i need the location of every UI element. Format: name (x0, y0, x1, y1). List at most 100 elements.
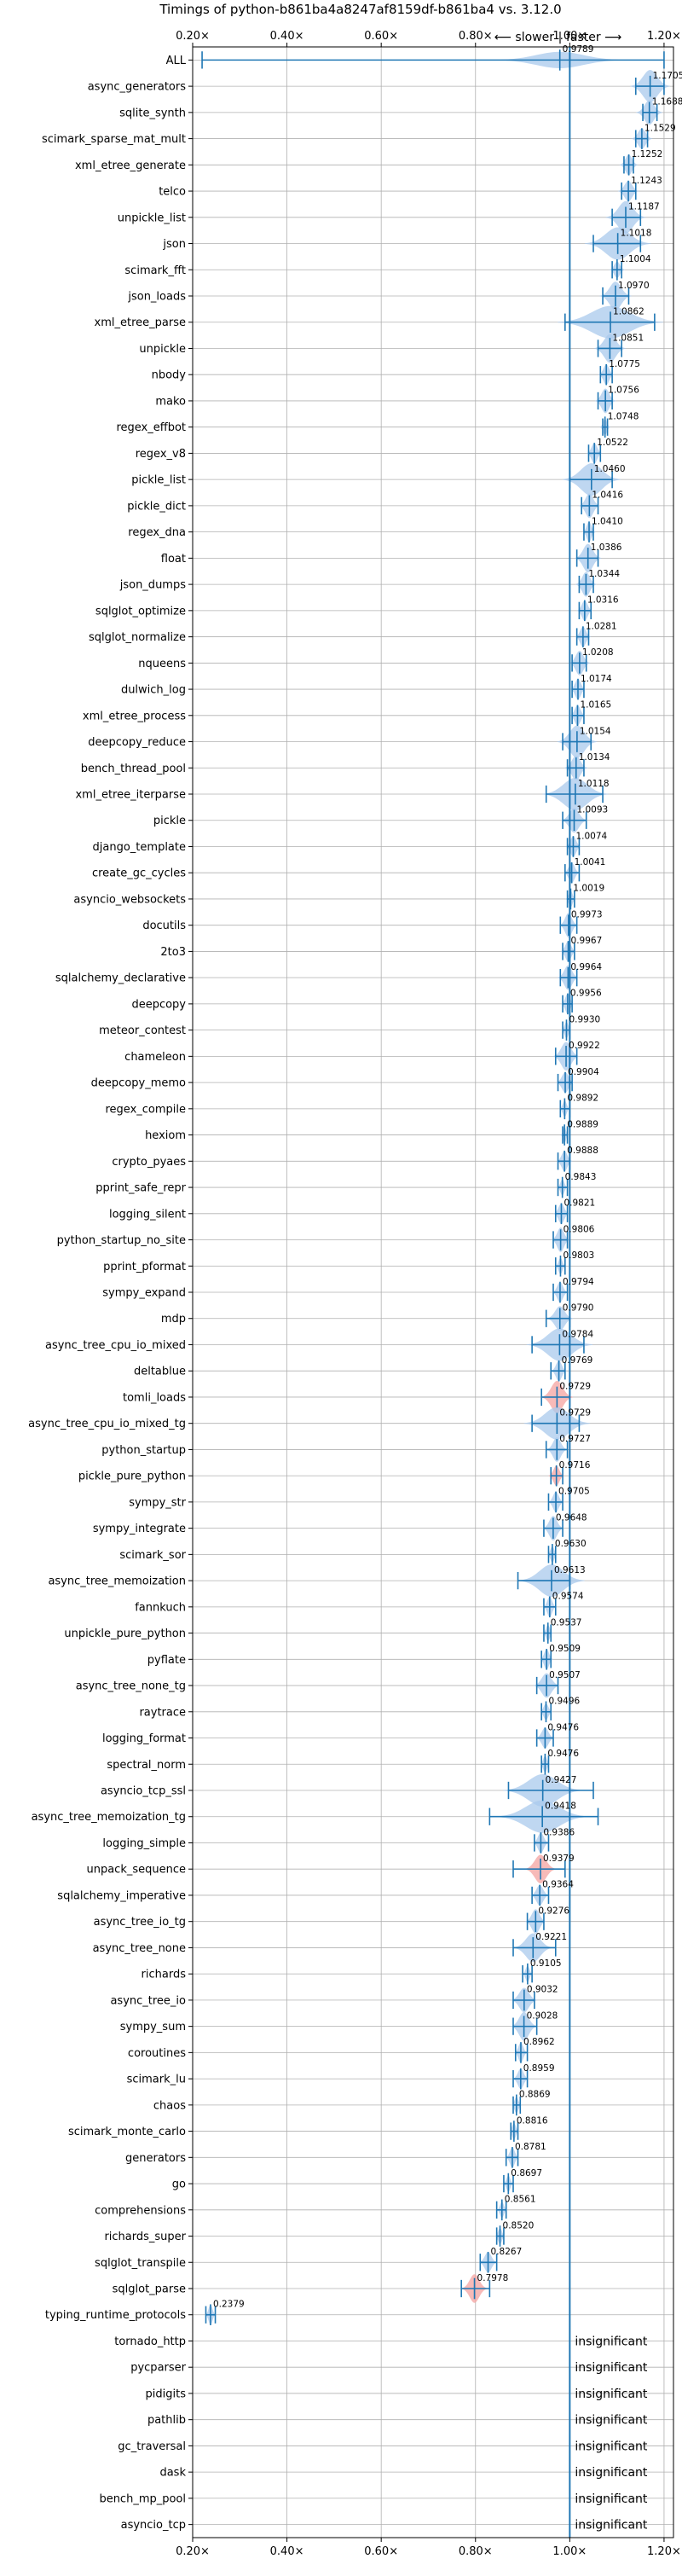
y-tick-label-asyncio_tcp: asyncio_tcp (121, 2519, 186, 2532)
y-tick-label-regex_compile: regex_compile (105, 1103, 186, 1116)
value-label-sqlalchemy_imperative: 0.9364 (542, 1880, 574, 1890)
y-tick-label-comprehensions: comprehensions (95, 2204, 186, 2217)
value-label-scimark_sparse_mat_mult: 1.1529 (644, 123, 676, 133)
y-tick-label-pickle_dict: pickle_dict (127, 500, 186, 513)
y-tick-label-ALL: ALL (166, 55, 187, 67)
value-label-sympy_sum: 0.9028 (527, 2010, 558, 2021)
value-label-pickle_dict: 1.0416 (592, 490, 623, 501)
value-label-meteor_contest: 0.9930 (569, 1014, 600, 1024)
y-tick-label-async_tree_memoization: async_tree_memoization (48, 1575, 186, 1588)
value-label-async_tree_memoization_tg: 0.9418 (545, 1801, 576, 1812)
value-label-async_tree_io: 0.9032 (527, 1985, 558, 1995)
y-tick-label-pickle: pickle (153, 815, 186, 827)
value-label-unpickle_pure_python: 0.9537 (551, 1617, 582, 1627)
value-label-xml_etree_generate: 1.1252 (632, 149, 663, 160)
y-tick-label-scimark_fft: scimark_fft (124, 264, 186, 277)
value-label-chameleon: 0.9922 (569, 1041, 600, 1051)
y-tick-label-raytrace: raytrace (139, 1706, 186, 1719)
y-tick-label-chaos: chaos (153, 2099, 186, 2112)
value-label-unpickle: 1.0851 (612, 333, 644, 343)
value-label-regex_v8: 1.0522 (597, 438, 628, 448)
value-label-mdp: 0.9790 (563, 1303, 594, 1314)
insignificant-label-gc_traversal: insignificant (575, 2440, 648, 2453)
value-label-chaos: 0.8869 (519, 2090, 551, 2100)
y-tick-label-deepcopy_memo: deepcopy_memo (91, 1077, 186, 1090)
y-tick-label-sqlite_synth: sqlite_synth (119, 107, 186, 119)
y-tick-label-deltablue: deltablue (134, 1366, 186, 1378)
direction-slower-label: ⟵ slower (494, 31, 554, 44)
value-label-scimark_sor: 0.9630 (555, 1539, 587, 1549)
value-label-regex_compile: 0.9892 (567, 1094, 598, 1104)
y-tick-label-async_generators: async_generators (88, 81, 187, 94)
y-tick-label-pprint_pformat: pprint_pformat (103, 1261, 186, 1273)
chart-title: Timings of python-b861ba4a8247af8159df-b… (159, 2, 561, 17)
grid-lines (192, 47, 673, 2538)
x-tick-label-top-3: 0.80× (459, 30, 493, 43)
y-tick-label-async_tree_memoization_tg: async_tree_memoization_tg (32, 1811, 186, 1824)
value-label-sqlalchemy_declarative: 0.9964 (570, 962, 602, 972)
value-label-deepcopy: 0.9956 (570, 989, 602, 999)
x-tick-label-top-1: 0.40× (270, 30, 304, 43)
value-label-logging_silent: 0.9821 (564, 1198, 595, 1209)
y-tick-label-create_gc_cycles: create_gc_cycles (92, 867, 186, 880)
y-tick-label-deepcopy_reduce: deepcopy_reduce (88, 736, 186, 749)
insignificant-label-pidigits: insignificant (575, 2387, 648, 2401)
insignificant-label-pycparser: insignificant (575, 2361, 648, 2375)
value-label-python_startup: 0.9727 (559, 1434, 591, 1444)
y-tick-label-sqlglot_optimize: sqlglot_optimize (95, 605, 186, 618)
value-label-float: 1.0386 (591, 542, 622, 553)
value-label-async_tree_cpu_io_mixed_tg: 0.9729 (559, 1407, 591, 1418)
value-label-sqlglot_normalize: 1.0281 (586, 621, 617, 631)
value-label-raytrace: 0.9496 (548, 1697, 580, 1707)
value-label-async_tree_none_tg: 0.9507 (549, 1670, 581, 1680)
y-tick-label-telco: telco (159, 186, 186, 199)
y-tick-label-sqlglot_transpile: sqlglot_transpile (95, 2257, 186, 2270)
y-tick-label-dulwich_log: dulwich_log (121, 684, 186, 697)
y-tick-label-scimark_lu: scimark_lu (127, 2074, 186, 2086)
y-tick-label-json: json (162, 238, 186, 251)
value-label-sqlglot_transpile: 0.8267 (491, 2247, 523, 2257)
value-label-richards: 0.9105 (530, 1958, 562, 1969)
y-tick-label-pycparser: pycparser (130, 2362, 186, 2375)
y-tick-label-async_tree_cpu_io_mixed_tg: async_tree_cpu_io_mixed_tg (28, 1418, 186, 1430)
insignificant-label-asyncio_tcp: insignificant (575, 2519, 648, 2532)
y-tick-label-unpickle_pure_python: unpickle_pure_python (64, 1627, 186, 1640)
value-labels: 0.9789 1.1705 1.1688 1.1529 1.1252 1.1243 1.11… (213, 44, 682, 2532)
y-tick-label-scimark_monte_carlo: scimark_monte_carlo (68, 2126, 186, 2138)
y-tick-label-unpack_sequence: unpack_sequence (86, 1864, 186, 1877)
value-label-pickle: 1.0093 (576, 805, 608, 815)
y-tick-label-sympy_expand: sympy_expand (102, 1287, 186, 1300)
y-tick-label-sqlalchemy_declarative: sqlalchemy_declarative (55, 972, 186, 985)
x-tick-label-bottom-0: 0.20× (176, 2545, 210, 2558)
value-label-deepcopy_reduce: 1.0154 (580, 726, 611, 736)
y-tick-label-xml_etree_iterparse: xml_etree_iterparse (75, 789, 186, 802)
y-tick-label-chameleon: chameleon (124, 1051, 186, 1064)
y-tick-label-meteor_contest: meteor_contest (99, 1024, 186, 1037)
value-label-xml_etree_iterparse: 1.0118 (578, 779, 610, 789)
y-tick-label-tornado_http: tornado_http (114, 2335, 186, 2348)
value-label-scimark_monte_carlo: 0.8816 (517, 2115, 548, 2126)
value-label-unpack_sequence: 0.9379 (543, 1854, 575, 1864)
y-tick-label-pyflate: pyflate (147, 1654, 186, 1667)
y-tick-label-pickle_list: pickle_list (131, 474, 186, 487)
violins (205, 51, 670, 2325)
y-tick-label-regex_dna: regex_dna (128, 526, 186, 539)
x-tick-label-bottom-3: 0.80× (459, 2545, 493, 2558)
y-tick-label-bench_thread_pool: bench_thread_pool (81, 763, 186, 775)
y-tick-label-xml_etree_parse: xml_etree_parse (95, 316, 186, 329)
value-label-typing_runtime_protocols: 0.2379 (213, 2300, 245, 2310)
value-label-async_tree_io_tg: 0.9276 (538, 1906, 569, 1916)
value-label-bench_thread_pool: 1.0134 (579, 752, 610, 763)
insignificant-label-pathlib: insignificant (575, 2414, 648, 2428)
x-tick-label-top-0: 0.20× (176, 30, 210, 43)
y-tick-label-mdp: mdp (161, 1313, 186, 1326)
x-tick-label-bottom-1: 0.40× (270, 2545, 304, 2558)
value-label-unpickle_list: 1.1187 (628, 202, 660, 212)
value-label-pprint_pformat: 0.9803 (563, 1250, 594, 1261)
y-tick-label-crypto_pyaes: crypto_pyaes (112, 1156, 186, 1169)
y-tick-label-sympy_integrate: sympy_integrate (93, 1523, 186, 1535)
y-tick-label-docutils: docutils (142, 920, 186, 932)
y-tick-label-sympy_str: sympy_str (129, 1496, 186, 1509)
y-tick-label-hexiom: hexiom (145, 1129, 186, 1142)
y-tick-label-fannkuch: fannkuch (135, 1601, 186, 1614)
